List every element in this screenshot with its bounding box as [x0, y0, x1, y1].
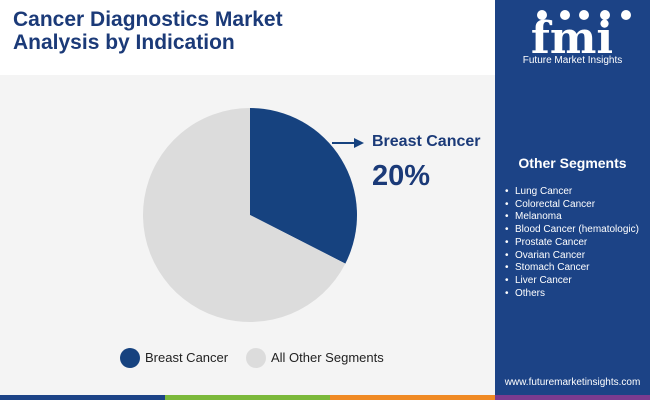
other-segments-title: Other Segments [518, 155, 627, 171]
pie-slice-all-other-segments [143, 108, 346, 322]
pie-chart [143, 108, 364, 322]
segment-item: Blood Cancer (hematologic) [505, 224, 650, 237]
other-segments-list: Lung Cancer Colorectal Cancer Melanoma B… [505, 186, 650, 300]
bottom-bar-segment [495, 395, 650, 400]
legend-swatch-breast-cancer [120, 348, 140, 368]
logo-text: Future Market Insights [522, 55, 623, 66]
callout-value: 20% [372, 160, 431, 192]
segment-item: Liver Cancer [505, 275, 650, 288]
segment-item: Colorectal Cancer [505, 199, 650, 212]
callout-arrow [332, 138, 364, 148]
segment-item: Melanoma [505, 211, 650, 224]
bottom-bar-segment [330, 395, 495, 400]
legend-label-breast-cancer: Breast Cancer [145, 350, 229, 365]
chart-title-line-2: Analysis by Indication [13, 31, 235, 54]
legend-label-other-segments: All Other Segments [271, 350, 384, 365]
chart-title-line-1: Cancer Diagnostics Market [13, 8, 283, 31]
pie-slice-breast-cancer [250, 108, 357, 264]
bottom-bar-segment [0, 395, 165, 400]
segment-item: Lung Cancer [505, 186, 650, 199]
segment-item: Others [505, 288, 650, 301]
logo-icons [537, 10, 631, 20]
bottom-bar-segment [165, 395, 330, 400]
segment-item: Prostate Cancer [505, 237, 650, 250]
fmi-logo: fmi [531, 10, 631, 64]
right-panel: fmi Future Market Insights Other Segment… [495, 0, 650, 395]
bottom-color-bar [0, 395, 650, 400]
legend-swatch-other-segments [246, 348, 266, 368]
title-area: Cancer Diagnostics Market Analysis by In… [0, 0, 495, 75]
callout-label: Breast Cancer [372, 133, 481, 150]
segment-item: Stomach Cancer [505, 262, 650, 275]
pie-slices [143, 108, 357, 322]
logo-letters: fmi [531, 13, 613, 64]
segment-item: Ovarian Cancer [505, 250, 650, 263]
website-url[interactable]: www.futuremarketinsights.com [504, 377, 641, 388]
